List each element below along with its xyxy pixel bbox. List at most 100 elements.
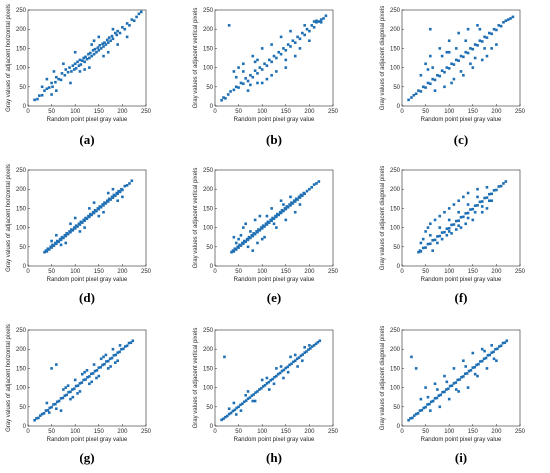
scatter-point [293,210,297,214]
x-tick-label: 0 [213,429,217,435]
x-tick-label: 0 [400,109,404,115]
scatter-point [450,223,453,227]
scatter-point [454,47,458,50]
scatter-point [267,388,271,391]
scatter-point [242,242,245,246]
scatter-point [73,62,77,66]
x-tick-label: 100 [257,109,268,115]
scatter-point [284,218,288,222]
scatter-point [436,241,439,245]
scatter-point [95,209,98,213]
scatter-point [60,235,64,239]
scatter-point [416,412,420,415]
scatter-point [80,372,84,376]
scatter-point [478,200,482,204]
y-tick-label: 200 [203,347,214,353]
x-tick-label: 200 [304,429,315,435]
scatter-point [234,241,238,245]
scatter-point [47,411,51,414]
scatter-point [443,210,446,214]
scatter-point [497,185,501,188]
scatter-point [252,232,256,235]
scatter-point [72,68,76,71]
scatter-point [412,414,416,417]
scatter-point [98,44,102,47]
scatter-point [102,210,105,214]
scatter-point [272,222,276,226]
scatter-point [83,226,86,229]
scatter-point [436,388,439,391]
scatter-point [452,203,456,206]
scatter-point [130,179,134,183]
y-tick-label: 250 [390,8,401,14]
scatter-point [244,222,247,226]
panel-caption: (e) [266,290,282,305]
scatter-point [103,41,106,44]
scatter-point [485,196,489,199]
scatter-point [38,94,41,97]
scatter-point [242,62,245,66]
scatter-point [315,19,318,23]
scatter-point [59,243,63,247]
scatter-point [443,374,446,378]
scatter-point [476,187,479,191]
scatter-point [51,85,54,89]
scatter-point [492,27,496,31]
scatter-point [464,50,468,54]
scatter-point [439,393,443,397]
scatter-point [303,192,306,196]
scatter-point [71,64,75,67]
scatter-point [105,38,109,42]
scatter-point [59,397,63,400]
scatter-point [106,359,110,363]
scatter-point [260,81,264,85]
scatter-point [251,399,255,403]
scatter-point [47,248,51,251]
scatter-point [246,397,250,401]
scatter-point [426,242,430,246]
scatter-point [85,217,89,221]
scatter-point [227,412,231,416]
scatter-point [277,213,281,217]
scatter-point [285,205,289,208]
scatter-point [92,39,96,43]
scatter-point [50,239,53,243]
x-tick-label: 200 [491,429,502,435]
scatter-point [433,238,437,242]
scatter-point [484,356,488,360]
scatter-point [301,194,304,198]
x-tick-label: 250 [141,269,152,275]
scatter-point [267,380,271,384]
scatter-point [46,408,50,412]
scatter-point [476,204,479,207]
scatter-point [445,227,449,231]
scatter-point [276,372,280,376]
scatter-point [90,213,94,217]
scatter-point [220,418,223,422]
scatter-point [244,393,247,397]
scatter-point [301,31,304,35]
scatter-point [286,370,290,374]
scatter-point [265,223,269,226]
scatter-point [92,211,96,215]
scatter-point [237,405,240,409]
x-tick-label: 250 [515,109,526,115]
x-tick-label: 200 [491,269,502,275]
x-tick-label: 200 [304,109,315,115]
x-tick-label: 250 [328,429,339,435]
scatter-point [471,66,475,69]
scatter-point [223,355,226,359]
scatter-point [473,210,477,214]
scatter-point [410,355,413,359]
scatter-point [74,224,78,227]
scatter-point [504,180,508,183]
scatter-point [483,196,486,200]
scatter-point [452,77,456,81]
scatter-point [107,36,111,39]
scatter-point [102,45,105,48]
x-tick-label: 100 [444,429,455,435]
x-tick-label: 150 [94,109,105,115]
x-tick-label: 150 [468,429,479,435]
y-tick-label: 0 [23,264,27,270]
scatter-point [121,195,124,199]
